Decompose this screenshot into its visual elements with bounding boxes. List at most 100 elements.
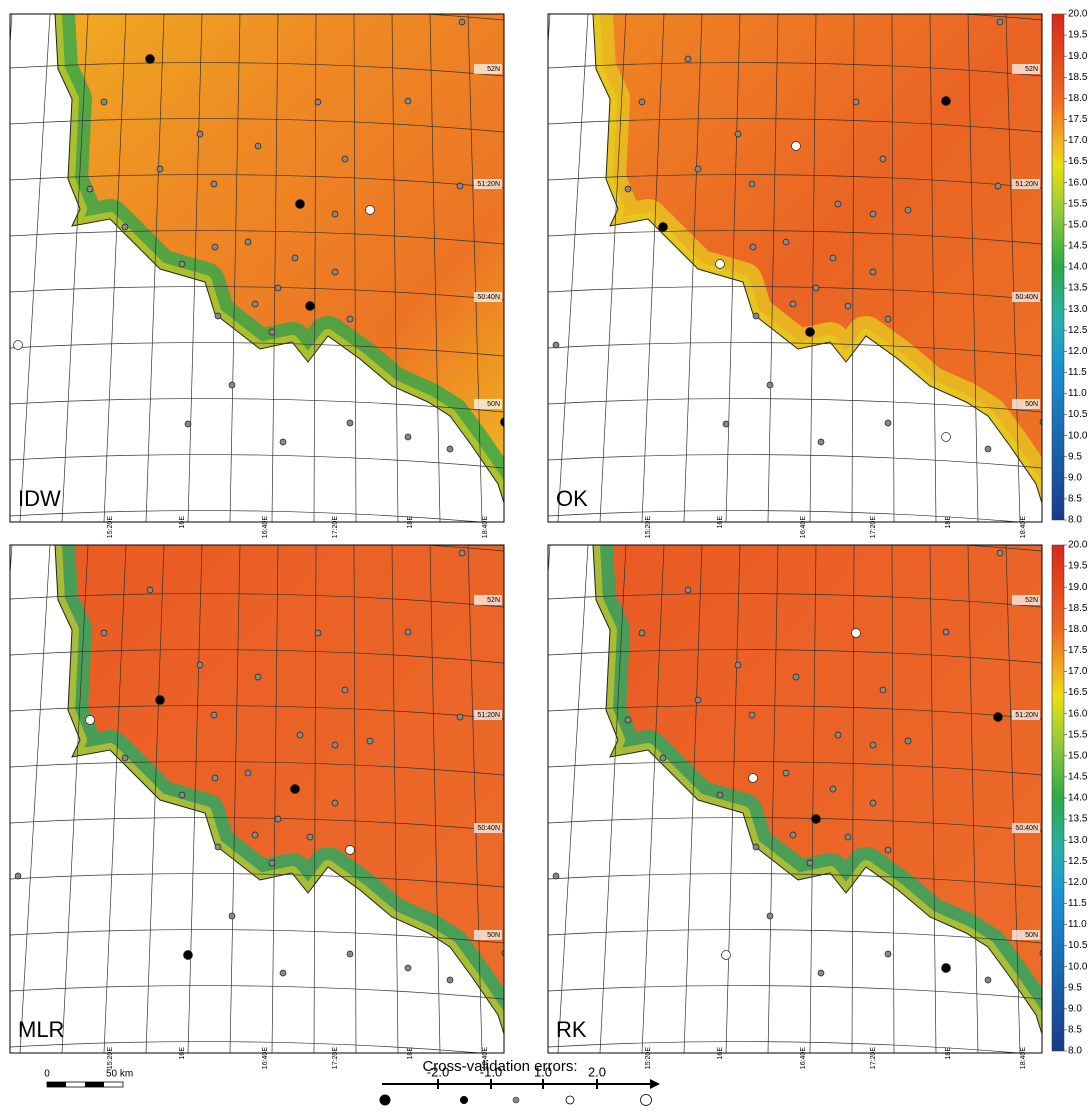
colorbar-label: 16.5 [1068, 156, 1088, 167]
meridian [145, 14, 165, 522]
meridian [641, 545, 665, 1053]
parallel [548, 230, 1042, 245]
scale-label: 0 [44, 1069, 50, 1080]
station [844, 833, 852, 841]
meridian [557, 14, 589, 522]
parallel [548, 705, 1042, 720]
parallel [548, 1041, 1023, 1053]
station [291, 254, 299, 262]
meridian [851, 14, 855, 522]
panels: 15:20E 16E 16:40E 17:20E 18E 18:40E 52N 51:20N 5… [9, 9, 1088, 1070]
station [446, 445, 454, 453]
station [446, 976, 454, 984]
outside-area [548, 14, 1042, 522]
station [86, 185, 94, 193]
colorbar-label: 20.0 [1068, 540, 1088, 551]
longitude-label: 16:40E [262, 1047, 269, 1070]
longitude-label: 18E [945, 1047, 952, 1060]
colorbar: 20.0 19.5 19.0 18.5 18.0 17.5 17.0 16.5 16.0 15.5… [1051, 540, 1088, 1057]
station [279, 969, 287, 977]
station [251, 300, 259, 308]
parallel [10, 398, 504, 413]
meridian [599, 545, 627, 1053]
station [314, 629, 322, 637]
station [456, 182, 464, 190]
station [268, 859, 276, 867]
meridian [929, 14, 937, 522]
meridian [429, 14, 441, 522]
colorbar-label: 16.0 [1068, 177, 1088, 188]
station [659, 754, 667, 762]
station [404, 628, 412, 636]
station [884, 419, 892, 427]
label-bg [474, 595, 502, 605]
station [721, 950, 731, 960]
colorbar-label: 19.0 [1068, 582, 1088, 593]
colorbar-label: 17.0 [1068, 666, 1088, 677]
station [791, 141, 801, 151]
longitude-label: 16E [179, 1047, 186, 1060]
station [183, 950, 193, 960]
station [121, 223, 129, 231]
longitude-label: 15:20E [645, 1047, 652, 1070]
parallel [10, 230, 504, 245]
panel-frame [9, 13, 505, 523]
station [734, 661, 742, 669]
symbol [565, 1095, 575, 1105]
latitude-label: 51:20N [477, 712, 500, 719]
colorbar-label: 8.0 [1068, 515, 1082, 526]
panel-label: OK [556, 486, 588, 511]
station [904, 206, 912, 214]
colorbar-label: 18.5 [1068, 72, 1088, 83]
colorbar-label: 16.0 [1068, 708, 1088, 719]
station [306, 833, 314, 841]
station [638, 98, 646, 106]
map-body [10, 14, 504, 522]
station [458, 18, 466, 26]
longitude-label: 18:40E [1020, 1047, 1027, 1070]
station [214, 843, 222, 851]
meridian [103, 545, 127, 1053]
station [121, 754, 129, 762]
station [869, 799, 877, 807]
meridian [19, 545, 51, 1053]
meridian [467, 14, 483, 522]
station [806, 859, 814, 867]
label-bg [1012, 710, 1040, 720]
station [305, 301, 315, 311]
colorbar-label: 15.0 [1068, 219, 1088, 230]
colorbar: 20.0 19.5 19.0 18.5 18.0 17.5 17.0 16.5 16.0 15.5… [1051, 9, 1088, 526]
station [1039, 418, 1042, 426]
station [211, 774, 219, 782]
station [268, 328, 276, 336]
scale-bar: 0 50 km [44, 1069, 133, 1088]
station [145, 54, 155, 64]
colorbar-label: 11.5 [1068, 367, 1087, 378]
parallel [10, 62, 504, 77]
panel-label: MLR [18, 1017, 64, 1042]
colorbar-label: 17.5 [1068, 114, 1088, 125]
parallel [10, 593, 504, 608]
legend-title: Cross-validation errors: [422, 1058, 577, 1075]
colorbar-label: 9.0 [1068, 472, 1082, 483]
parallel [548, 454, 1042, 469]
station [638, 629, 646, 637]
label-bg [1012, 399, 1040, 409]
meridian [891, 545, 895, 1053]
station [748, 180, 756, 188]
colorbar-label: 20.0 [1068, 9, 1088, 20]
longitude-label: 16E [179, 516, 186, 529]
latitude-label: 50N [487, 401, 500, 408]
outside-area [10, 14, 504, 522]
meridian [271, 14, 279, 522]
parallel [548, 817, 1042, 832]
meridian [891, 14, 895, 522]
legend-tick: -1.0 [480, 1064, 502, 1079]
map-body [548, 14, 1042, 522]
station [331, 268, 339, 276]
parallel [548, 398, 1042, 413]
station [404, 97, 412, 105]
outside-area [10, 545, 504, 1053]
parallel [548, 62, 1042, 77]
colorbar-label: 15.5 [1068, 729, 1088, 740]
